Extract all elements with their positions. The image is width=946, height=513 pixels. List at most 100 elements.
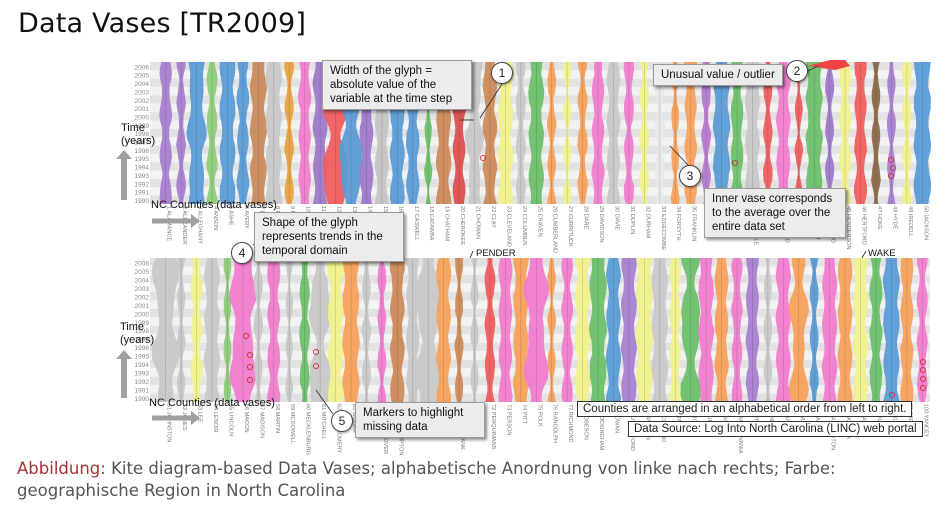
county-label: 35 FRANKLIN — [691, 206, 697, 241]
data-vase-top — [901, 62, 912, 204]
data-vase-bottom — [377, 258, 387, 402]
county-label: 47 HOKE — [876, 206, 882, 230]
data-vase-top — [913, 62, 932, 204]
data-vase-top — [515, 62, 526, 204]
year-tick-label: 1998 — [135, 131, 150, 138]
county-label: 97 WILKES — [876, 404, 882, 433]
data-vase-top — [547, 62, 557, 204]
data-vase-bottom — [731, 258, 743, 402]
missing-data-marker — [246, 376, 254, 384]
missing-data-marker — [246, 351, 254, 359]
county-label: 17 CASWELL — [413, 206, 419, 241]
year-tick-label: 2001 — [135, 303, 150, 310]
missing-data-marker — [919, 366, 927, 374]
county-label: 76 RANDOLPH — [552, 404, 558, 443]
county-label: 6 AVERY — [243, 206, 249, 229]
county-label: 78 ROBESON — [583, 404, 589, 440]
year-tick-label: 1992 — [135, 181, 150, 188]
county-label: 57 MADISON — [258, 404, 264, 438]
callout-number-3: 3 — [679, 165, 701, 187]
county-label: 75 POLK — [536, 404, 542, 427]
data-vase-top — [497, 62, 514, 204]
callout-number-5: 5 — [331, 410, 353, 432]
county-label: 5 ASHE — [227, 206, 233, 226]
year-tick-label: 1998 — [135, 328, 150, 335]
leader-2 — [807, 65, 819, 72]
year-tick-label: 1991 — [135, 190, 150, 197]
callout-number-1: 1 — [491, 62, 513, 84]
data-vase-bottom — [574, 258, 591, 402]
county-label: 23 CLEVELAND — [505, 206, 511, 247]
year-tick-label: 1997 — [135, 337, 150, 344]
year-tick-label: 1996 — [135, 345, 150, 352]
time-axis-label-bottom: Time (years) — [120, 321, 155, 346]
county-label: 18 CATAWBA — [428, 206, 434, 241]
data-vase-top — [176, 62, 187, 204]
x-axis-label-bottom: NC Counties (data vases) — [149, 397, 275, 409]
data-vase-bottom — [605, 258, 622, 402]
leader-pender — [469, 250, 474, 259]
year-tick-label: 1999 — [135, 320, 150, 327]
missing-data-marker — [246, 363, 254, 371]
county-arrow-head — [191, 214, 200, 228]
county-label: 45 HENDERSON — [845, 206, 851, 250]
county-label: 98 WILSON — [891, 404, 897, 434]
data-vase-top — [886, 62, 896, 204]
county-label: 55 LINCOLN — [227, 404, 233, 436]
county-label: 53 LEE — [197, 404, 203, 423]
time-arrow-shaft — [121, 358, 127, 398]
county-label: 77 RICHMOND — [567, 404, 573, 443]
data-vase-top — [606, 62, 621, 204]
year-tick-label: 2005 — [135, 73, 150, 80]
county-label: 100 YANCEY — [922, 404, 928, 438]
x-axis-label-top: NC Counties (data vases) — [151, 199, 277, 211]
data-vase-bottom — [775, 258, 792, 402]
county-label: 21 CHOWAN — [475, 206, 481, 239]
year-tick-label: 2001 — [135, 106, 150, 113]
county-label: 74 PITT — [521, 404, 527, 424]
county-label: 80 ROWAN — [613, 404, 619, 433]
county-label: 73 PERSON — [505, 404, 511, 435]
data-vase-bottom — [788, 258, 809, 402]
data-vase-bottom — [698, 258, 715, 402]
caption-lead: Abbildung — [17, 459, 101, 478]
county-label: 27 CURRITUCK — [567, 206, 573, 247]
data-vase-top — [219, 62, 236, 204]
county-label: 50 JACKSON — [922, 206, 928, 240]
data-vase-top — [805, 62, 823, 204]
data-vase-bottom — [299, 258, 310, 402]
county-label: 28 DARE — [583, 206, 589, 230]
page-title: Data Vases [TR2009] — [18, 8, 307, 39]
county-label: 85 STOKES — [691, 404, 697, 435]
tag-pender: PENDER — [476, 248, 516, 259]
data-vase-bottom — [414, 258, 442, 402]
data-vase-bottom — [589, 258, 607, 402]
data-vase-top — [794, 62, 804, 204]
year-tick-label: 1992 — [135, 379, 150, 386]
data-vase-bottom — [151, 258, 180, 402]
data-vase-bottom — [900, 258, 914, 402]
missing-data-marker — [919, 375, 927, 383]
county-label: 2 ALEXANDER — [181, 206, 187, 244]
county-label: 96 WAYNE — [861, 404, 867, 432]
data-vase-bottom — [176, 258, 186, 402]
county-label: 22 CLAY — [490, 206, 496, 228]
data-vase-bottom — [821, 258, 838, 402]
callout-glyph-shape: Shape of the glyph represents trends in … — [254, 212, 404, 262]
data-vase-bottom — [763, 258, 773, 402]
time-axis-label-top: Time (years) — [121, 122, 156, 147]
missing-data-marker — [479, 154, 487, 162]
data-vase-bottom — [916, 258, 928, 402]
county-label: 30 DAVIE — [613, 206, 619, 230]
figure-caption: Abbildung: Kite diagram-based Data Vases… — [17, 458, 927, 502]
missing-data-marker — [889, 164, 897, 172]
data-vase-top — [623, 62, 635, 204]
data-vase-top — [775, 62, 791, 204]
data-vase-bottom — [229, 258, 257, 402]
county-label: 91 VANCE — [783, 404, 789, 431]
county-label: 51 JOHNSTON — [166, 404, 172, 442]
tag-wake: WAKE — [868, 248, 896, 259]
county-arrow-shaft — [152, 218, 192, 224]
county-label: 33 EDGECOMBE — [660, 206, 666, 250]
